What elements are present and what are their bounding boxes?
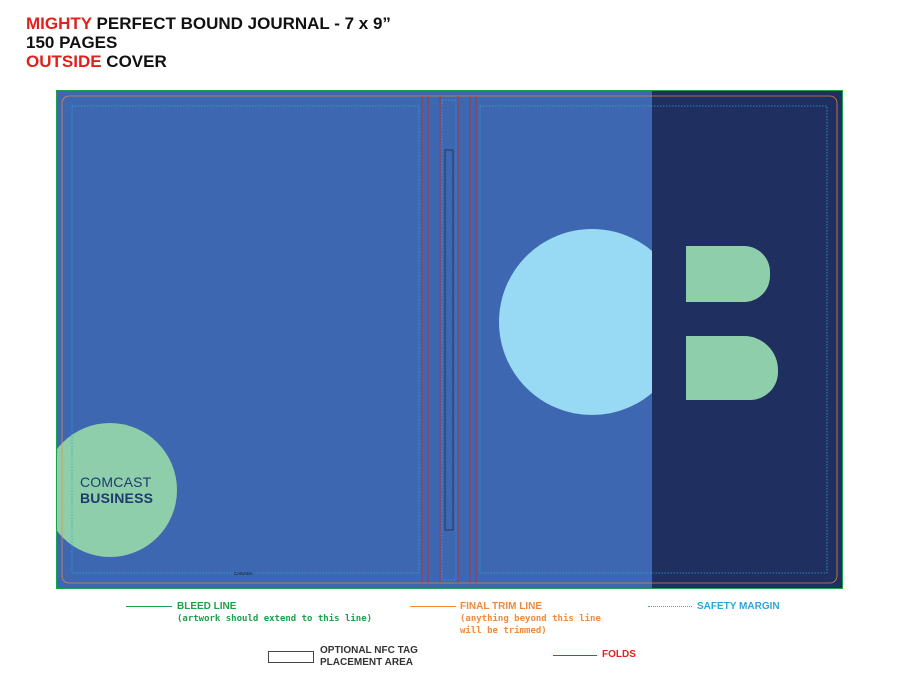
nfc-placement-area	[444, 149, 454, 531]
logo-comcast: COMCAST	[80, 474, 152, 490]
cover-side-accent: OUTSIDE	[26, 52, 102, 71]
trim-legend-note-2: will be trimmed)	[460, 626, 547, 636]
folds-legend: FOLDS	[602, 649, 636, 661]
trim-legend: FINAL TRIM LINE (anything beyond this li…	[460, 601, 601, 637]
cover-svg: COMCAST BUSINESS CANADA	[56, 90, 843, 589]
folds-legend-line	[553, 655, 597, 656]
bleed-line	[56, 90, 843, 589]
bleed-legend: BLEED LINE (artwork should extend to thi…	[177, 601, 372, 625]
bleed-legend-note: (artwork should extend to this line)	[177, 614, 373, 624]
nfc-legend-line-1: OPTIONAL NFC TAG	[320, 645, 418, 656]
pages-line: 150 PAGES	[26, 33, 118, 52]
nfc-legend-box	[268, 651, 314, 663]
logo-business: BUSINESS	[80, 490, 153, 506]
trim-legend-label: FINAL TRIM LINE	[460, 601, 543, 612]
safety-margin-spine	[441, 99, 457, 581]
b-shape-bottom	[686, 336, 778, 400]
cover-side-text: COVER	[101, 52, 167, 71]
logo-circle	[56, 423, 177, 557]
cover-artwork: COMCAST BUSINESS CANADA	[56, 90, 843, 589]
country-mark: CANADA	[234, 571, 253, 576]
document-header: MIGHTY PERFECT BOUND JOURNAL - 7 x 9” 15…	[26, 14, 391, 71]
bleed-legend-label: BLEED LINE	[177, 601, 237, 612]
title-text: PERFECT BOUND JOURNAL - 7 x 9”	[91, 14, 391, 33]
b-shape-top	[686, 246, 770, 302]
safety-margin-back	[479, 105, 828, 574]
sky-circle	[499, 229, 652, 415]
trim-legend-line	[410, 606, 456, 607]
nfc-legend-line-2: PLACEMENT AREA	[320, 657, 413, 668]
safety-legend-line	[648, 606, 692, 607]
title-line: MIGHTY PERFECT BOUND JOURNAL - 7 x 9”	[26, 14, 391, 33]
folds-legend-label: FOLDS	[602, 649, 636, 660]
cover-side-line: OUTSIDE COVER	[26, 52, 391, 71]
nfc-legend: OPTIONAL NFC TAG PLACEMENT AREA	[320, 645, 418, 669]
safety-legend: SAFETY MARGIN	[697, 601, 780, 613]
trim-legend-note-1: (anything beyond this line	[460, 614, 601, 624]
safety-legend-label: SAFETY MARGIN	[697, 601, 780, 612]
safety-margin-front	[71, 105, 420, 574]
trim-line	[61, 95, 838, 584]
title-accent: MIGHTY	[26, 14, 92, 33]
bleed-legend-line	[126, 606, 172, 607]
